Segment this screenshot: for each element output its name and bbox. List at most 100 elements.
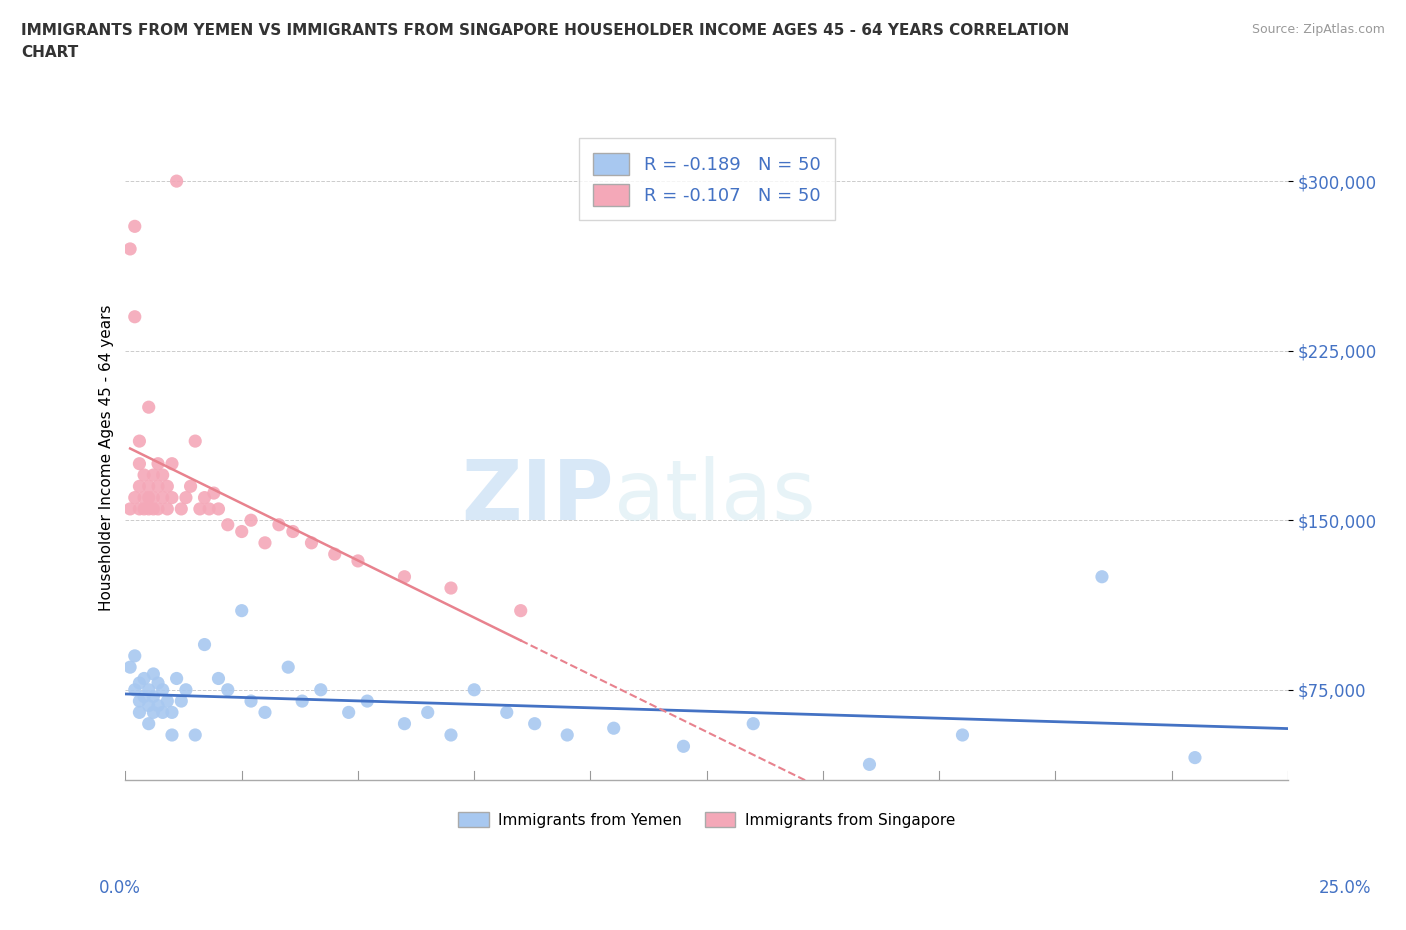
Point bbox=[138, 683, 160, 698]
Point bbox=[124, 648, 146, 663]
Point bbox=[120, 501, 142, 516]
Text: ZIP: ZIP bbox=[461, 457, 614, 538]
Point bbox=[128, 433, 150, 448]
Point bbox=[231, 604, 253, 618]
Point bbox=[281, 525, 304, 539]
Point bbox=[509, 604, 531, 618]
Point bbox=[124, 219, 146, 233]
Point bbox=[128, 501, 150, 516]
Point bbox=[128, 457, 150, 472]
Legend: Immigrants from Yemen, Immigrants from Singapore: Immigrants from Yemen, Immigrants from S… bbox=[453, 805, 962, 834]
Text: 0.0%: 0.0% bbox=[98, 879, 141, 897]
Point bbox=[301, 536, 323, 551]
Text: Source: ZipAtlas.com: Source: ZipAtlas.com bbox=[1251, 23, 1385, 36]
Point bbox=[207, 501, 229, 516]
Point bbox=[132, 501, 155, 516]
Point bbox=[440, 580, 463, 595]
Point bbox=[138, 698, 160, 713]
Point bbox=[217, 683, 239, 698]
Point bbox=[495, 705, 517, 720]
Point bbox=[160, 727, 183, 742]
Point bbox=[440, 727, 463, 742]
Point bbox=[142, 689, 165, 704]
Point bbox=[309, 683, 332, 698]
Point bbox=[156, 694, 179, 709]
Point bbox=[138, 490, 160, 505]
Point bbox=[1091, 569, 1114, 584]
Point bbox=[124, 490, 146, 505]
Point bbox=[128, 694, 150, 709]
Point bbox=[132, 468, 155, 483]
Text: 25.0%: 25.0% bbox=[1319, 879, 1371, 897]
Point bbox=[394, 716, 416, 731]
Point bbox=[138, 400, 160, 415]
Point bbox=[132, 689, 155, 704]
Point bbox=[184, 433, 207, 448]
Point bbox=[170, 501, 193, 516]
Point bbox=[166, 671, 188, 686]
Point bbox=[291, 694, 314, 709]
Point bbox=[160, 457, 183, 472]
Point bbox=[146, 675, 169, 690]
Point bbox=[188, 501, 211, 516]
Point bbox=[672, 738, 695, 753]
Point bbox=[142, 501, 165, 516]
Point bbox=[253, 705, 276, 720]
Point bbox=[523, 716, 546, 731]
Point bbox=[174, 683, 197, 698]
Point bbox=[160, 705, 183, 720]
Point bbox=[555, 727, 578, 742]
Point bbox=[952, 727, 974, 742]
Point bbox=[202, 485, 225, 500]
Point bbox=[193, 490, 215, 505]
Point bbox=[217, 517, 239, 532]
Point bbox=[231, 525, 253, 539]
Point bbox=[146, 501, 169, 516]
Point bbox=[152, 490, 174, 505]
Point bbox=[138, 479, 160, 494]
Point bbox=[416, 705, 439, 720]
Point bbox=[146, 457, 169, 472]
Point bbox=[124, 683, 146, 698]
Point bbox=[193, 637, 215, 652]
Point bbox=[277, 659, 299, 674]
Point bbox=[142, 705, 165, 720]
Point bbox=[174, 490, 197, 505]
Point bbox=[347, 553, 370, 568]
Point bbox=[166, 174, 188, 189]
Point bbox=[138, 501, 160, 516]
Point bbox=[142, 490, 165, 505]
Point bbox=[463, 683, 485, 698]
Point bbox=[267, 517, 290, 532]
Point bbox=[198, 501, 221, 516]
Text: IMMIGRANTS FROM YEMEN VS IMMIGRANTS FROM SINGAPORE HOUSEHOLDER INCOME AGES 45 - : IMMIGRANTS FROM YEMEN VS IMMIGRANTS FROM… bbox=[21, 23, 1070, 60]
Point bbox=[128, 705, 150, 720]
Point bbox=[184, 727, 207, 742]
Point bbox=[156, 479, 179, 494]
Point bbox=[132, 490, 155, 505]
Point bbox=[138, 716, 160, 731]
Point bbox=[146, 698, 169, 713]
Point bbox=[128, 675, 150, 690]
Point bbox=[337, 705, 360, 720]
Point bbox=[858, 757, 880, 772]
Text: atlas: atlas bbox=[614, 457, 815, 538]
Point bbox=[323, 547, 346, 562]
Point bbox=[128, 479, 150, 494]
Y-axis label: Householder Income Ages 45 - 64 years: Householder Income Ages 45 - 64 years bbox=[100, 305, 114, 611]
Point bbox=[132, 671, 155, 686]
Point bbox=[240, 694, 263, 709]
Point bbox=[152, 683, 174, 698]
Point bbox=[240, 512, 263, 527]
Point bbox=[207, 671, 229, 686]
Point bbox=[156, 501, 179, 516]
Point bbox=[142, 468, 165, 483]
Point bbox=[142, 667, 165, 682]
Point bbox=[356, 694, 378, 709]
Point bbox=[742, 716, 765, 731]
Point bbox=[603, 721, 626, 736]
Point bbox=[253, 536, 276, 551]
Point bbox=[152, 468, 174, 483]
Point bbox=[180, 479, 202, 494]
Point bbox=[120, 659, 142, 674]
